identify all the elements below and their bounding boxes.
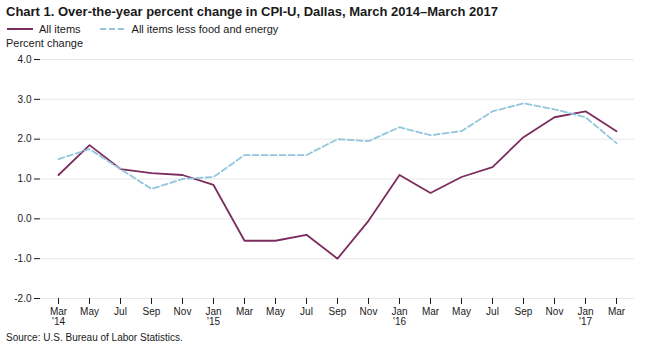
svg-text:-2.0: -2.0 [14,293,32,304]
html-text:Percent change: Percent change [6,37,84,49]
svg-text:Nov: Nov [174,306,192,317]
svg-text:May: May [452,306,471,317]
svg-text:Jul: Jul [300,306,313,317]
svg-text:Mar: Mar [608,306,626,317]
svg-text:Sep: Sep [515,306,533,317]
html-text:All items: All items [39,23,81,35]
html-text:Chart 1. Over-the-year percent: Chart 1. Over-the-year percent change in… [6,4,498,19]
svg-text:Sep: Sep [329,306,347,317]
svg-text:2.0: 2.0 [18,133,32,144]
svg-text:Mar: Mar [422,306,440,317]
svg-text:Mar: Mar [236,306,254,317]
svg-text:3.0: 3.0 [18,94,32,105]
svg-text:Nov: Nov [360,306,378,317]
svg-text:4.0: 4.0 [18,54,32,65]
svg-text:Jul: Jul [114,306,127,317]
svg-text:0.0: 0.0 [18,213,32,224]
html-text:All items less food and energy: All items less food and energy [131,23,279,35]
svg-text:Sep: Sep [143,306,161,317]
svg-text:-1.0: -1.0 [14,253,32,264]
svg-text:Jan'15: Jan'15 [205,306,221,327]
svg-text:Jul: Jul [486,306,499,317]
svg-text:May: May [266,306,285,317]
svg-text:Mar'14: Mar'14 [50,306,68,327]
svg-text:1.0: 1.0 [18,173,32,184]
svg-text:May: May [80,306,99,317]
svg-text:Jan'16: Jan'16 [391,306,407,327]
html-text:Source: U.S. Bureau of Labor S: Source: U.S. Bureau of Labor Statistics. [6,332,183,343]
svg-text:Jan'17: Jan'17 [577,306,593,327]
svg-text:Nov: Nov [546,306,564,317]
